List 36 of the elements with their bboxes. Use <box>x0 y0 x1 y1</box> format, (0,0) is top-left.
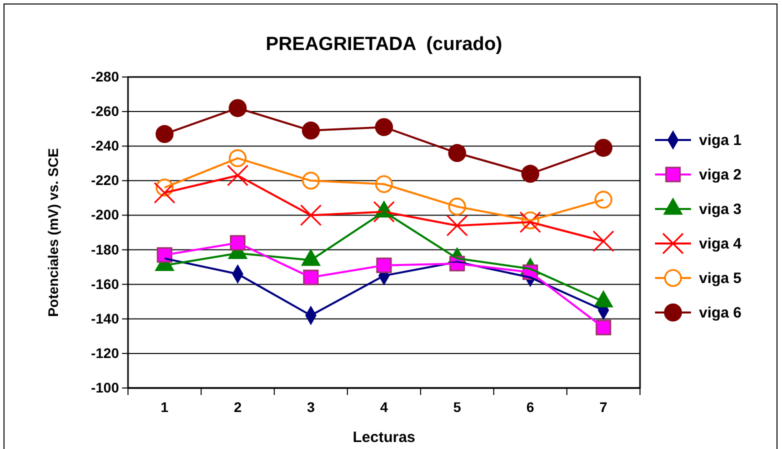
y-axis-title: Potenciales (mV) vs. SCE <box>45 148 61 317</box>
x-axis-title: Lecturas <box>352 429 416 446</box>
y-tick-label: -220 <box>90 172 120 188</box>
point <box>594 138 612 157</box>
y-tick-label: -280 <box>90 68 120 84</box>
y-tick-label: -180 <box>90 241 120 258</box>
chart-title: PREAGRIETADA (curado) <box>266 34 502 55</box>
x-tick-label: 5 <box>453 398 462 415</box>
legend-label: viga 1 <box>699 132 742 149</box>
point <box>446 214 468 236</box>
y-tick-label: -260 <box>90 103 120 120</box>
y-tick-label: -120 <box>90 344 120 361</box>
point <box>592 230 614 252</box>
y-tick-label: -240 <box>90 138 120 154</box>
legend-label: viga 4 <box>699 236 742 252</box>
x-tick-label: 7 <box>600 398 608 415</box>
point <box>300 204 322 226</box>
point <box>156 125 174 144</box>
x-tick-label: 6 <box>526 398 534 415</box>
point <box>519 211 542 233</box>
point <box>594 190 612 209</box>
x-tick-label: 4 <box>380 398 388 415</box>
legend-label: viga 2 <box>699 166 742 184</box>
legend-label: viga 6 <box>699 304 742 322</box>
y-tick-label: -200 <box>90 206 120 223</box>
point <box>154 182 176 204</box>
x-tick-label: 2 <box>234 398 242 415</box>
y-tick-label: -140 <box>90 310 120 326</box>
x-tick-label: 1 <box>160 398 169 415</box>
legend-label: viga 5 <box>699 270 742 287</box>
y-tick-label: -100 <box>90 379 120 396</box>
x-tick-label: 3 <box>306 398 315 415</box>
y-tick-label: -160 <box>90 276 120 292</box>
point <box>596 320 612 336</box>
legend-label: viga 3 <box>699 201 742 218</box>
point <box>226 164 249 186</box>
